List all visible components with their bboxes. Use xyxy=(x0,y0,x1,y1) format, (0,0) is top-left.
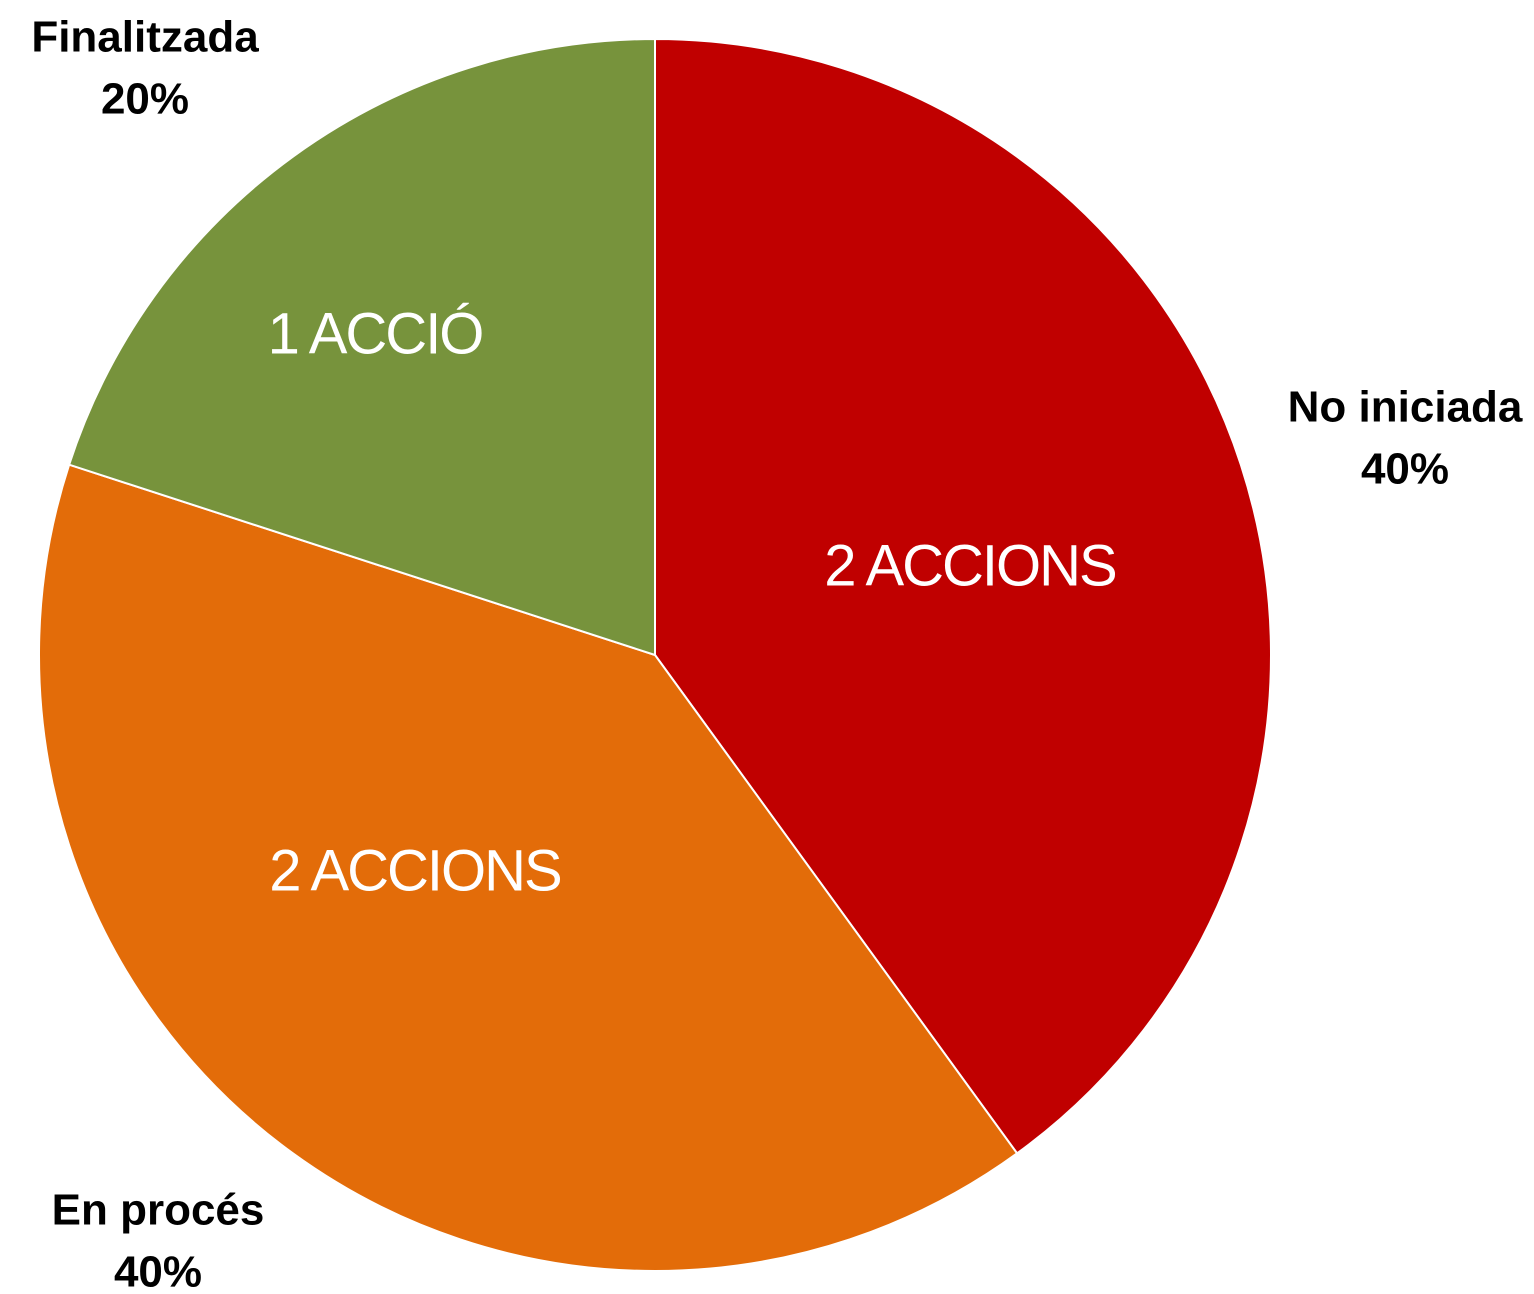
slice-inner-label: 1 ACCIÓ xyxy=(268,301,483,366)
pie-slice xyxy=(67,37,656,657)
pie-slice xyxy=(38,463,1019,1272)
slice-category-label: En procés xyxy=(52,1186,265,1235)
slice-inner-label: 2 ACCIONS xyxy=(824,533,1116,598)
slice-category-label: Finalitzada xyxy=(31,13,259,62)
slice-value-label: 20% xyxy=(101,75,189,124)
slice-value-label: 40% xyxy=(1361,445,1449,494)
pie-slice xyxy=(654,37,1272,1155)
slice-value-label: 40% xyxy=(114,1248,202,1294)
slice-inner-label: 2 ACCIONS xyxy=(269,838,561,903)
slice-category-label: No iniciada xyxy=(1288,383,1523,432)
